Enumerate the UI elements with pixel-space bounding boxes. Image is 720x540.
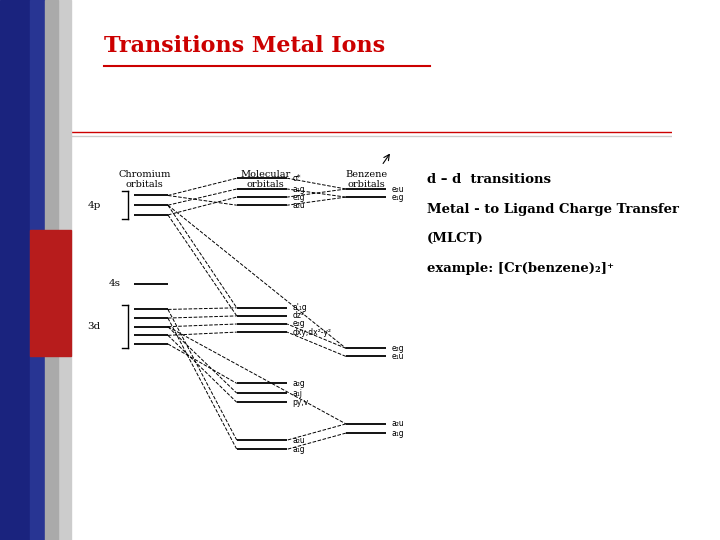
Text: σ*: σ* (292, 174, 301, 183)
Text: a₂u: a₂u (292, 436, 305, 444)
Text: Benzene
orbitals: Benzene orbitals (345, 170, 387, 190)
Text: a₁g: a₁g (292, 445, 305, 454)
Text: a₂u: a₂u (292, 201, 305, 210)
Text: example: [Cr(benzene)₂]⁺: example: [Cr(benzene)₂]⁺ (426, 262, 613, 275)
Text: e₁g: e₁g (392, 193, 404, 201)
Text: a₁g: a₁g (292, 185, 305, 193)
Text: 3d: 3d (88, 322, 101, 331)
Text: py,v: py,v (292, 398, 309, 407)
Text: 4s: 4s (109, 279, 121, 288)
Text: dz²: dz² (292, 312, 305, 320)
Bar (0, 0, 30, 540)
Text: Transitions Metal Ions: Transitions Metal Ions (104, 35, 385, 57)
Bar (45, 0, 58, 540)
Text: Metal - to Ligand Charge Transfer: Metal - to Ligand Charge Transfer (426, 202, 678, 215)
Text: dxy,dx²-y²: dxy,dx²-y² (292, 328, 331, 336)
Text: d – d  transitions: d – d transitions (426, 173, 551, 186)
Text: (MLCT): (MLCT) (426, 232, 483, 245)
Bar (30, 230, 71, 356)
Bar (58, 0, 71, 540)
Text: Molecular
orbitals: Molecular orbitals (240, 170, 290, 190)
Bar (30, 0, 45, 540)
Text: e₂g: e₂g (392, 344, 404, 353)
Text: a₂u: a₂u (392, 420, 405, 428)
Text: a₁g: a₁g (392, 429, 404, 437)
Text: Chromium
orbitals: Chromium orbitals (118, 170, 171, 190)
Text: e₂g: e₂g (292, 320, 305, 328)
Text: 4p: 4p (87, 201, 101, 210)
Text: e₁g: e₁g (292, 193, 305, 201)
Text: a₁j: a₁j (292, 389, 302, 397)
Text: e₂u: e₂u (392, 185, 404, 193)
Text: a'₁g: a'₁g (292, 303, 307, 312)
Text: a₂g: a₂g (292, 379, 305, 388)
Text: e₁u: e₁u (392, 352, 404, 361)
